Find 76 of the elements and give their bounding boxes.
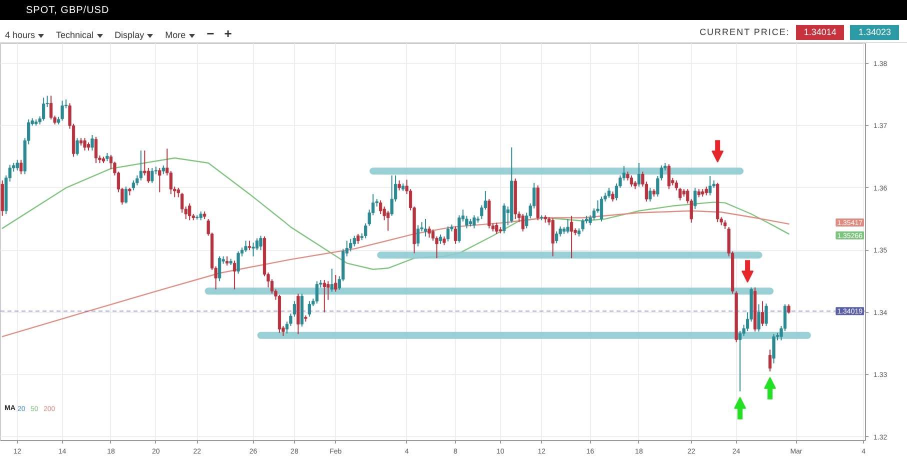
candlestick (592, 208, 596, 221)
candlestick (760, 300, 764, 327)
candlestick (322, 279, 326, 313)
candlestick (667, 164, 670, 190)
candlestick (94, 136, 98, 164)
text: 4 hours (5, 30, 36, 40)
candlestick (398, 180, 401, 191)
candlestick (244, 240, 248, 252)
line-series (2, 157, 790, 270)
candlestick (232, 260, 236, 290)
candlestick (132, 180, 135, 191)
candlestick (16, 159, 19, 171)
candlestick (521, 214, 524, 232)
candlestick (472, 214, 476, 229)
text: More (165, 30, 187, 40)
candlestick (787, 304, 790, 314)
candlestick (424, 218, 428, 237)
candlestick (600, 196, 604, 222)
candlestick (637, 162, 641, 188)
text: − (206, 26, 214, 41)
candlestick (648, 187, 652, 202)
text: + (224, 26, 232, 41)
candlestick (566, 218, 570, 234)
candlestick (49, 95, 53, 120)
candlestick (607, 187, 611, 198)
candlestick (218, 256, 222, 282)
candlestick (570, 215, 574, 259)
candlestick (188, 202, 192, 221)
candlestick (379, 200, 382, 214)
candlestick (356, 233, 360, 244)
candlestick (76, 138, 79, 156)
candlestick (248, 240, 252, 251)
candlestick (708, 176, 712, 196)
candlestick (150, 167, 154, 184)
candlestick (495, 222, 498, 234)
candlestick (764, 303, 768, 327)
candlestick (20, 159, 23, 175)
candlestick (225, 256, 229, 266)
candlestick (555, 230, 558, 244)
candlestick (454, 226, 458, 244)
candlestick (259, 235, 262, 251)
candlestick (60, 100, 64, 122)
candlestick (90, 134, 94, 152)
candlestick (768, 349, 772, 372)
candlestick (416, 224, 420, 247)
text: 1.34023 (850, 25, 899, 40)
candlestick (611, 191, 614, 202)
candlestick (551, 218, 554, 257)
candlestick (158, 167, 162, 193)
candlestick (236, 250, 240, 274)
candlestick (390, 174, 394, 216)
candlestick (330, 268, 334, 292)
candlestick (252, 242, 255, 257)
chart-title: SPOT, GBP/USD (25, 4, 110, 18)
candlestick (428, 226, 431, 238)
candlestick (334, 274, 338, 292)
text: Display (114, 30, 146, 40)
candlestick (630, 174, 634, 188)
candlestick (42, 97, 46, 122)
text: CURRENT PRICE: (700, 27, 790, 37)
candlestick (438, 234, 442, 244)
candlestick (124, 186, 128, 204)
candlestick (146, 167, 150, 184)
candlestick (772, 334, 776, 364)
candlestick (315, 280, 318, 304)
text: Technical (56, 30, 95, 40)
candlestick (386, 210, 390, 232)
candlestick (308, 300, 311, 318)
text: 1.34014 (796, 25, 844, 40)
candlestick (83, 138, 86, 152)
candlestick (139, 150, 142, 181)
candlestick (694, 187, 697, 210)
candlestick (180, 192, 184, 214)
candlestick (446, 226, 450, 242)
candlestick (738, 330, 742, 392)
candlestick (757, 304, 760, 332)
